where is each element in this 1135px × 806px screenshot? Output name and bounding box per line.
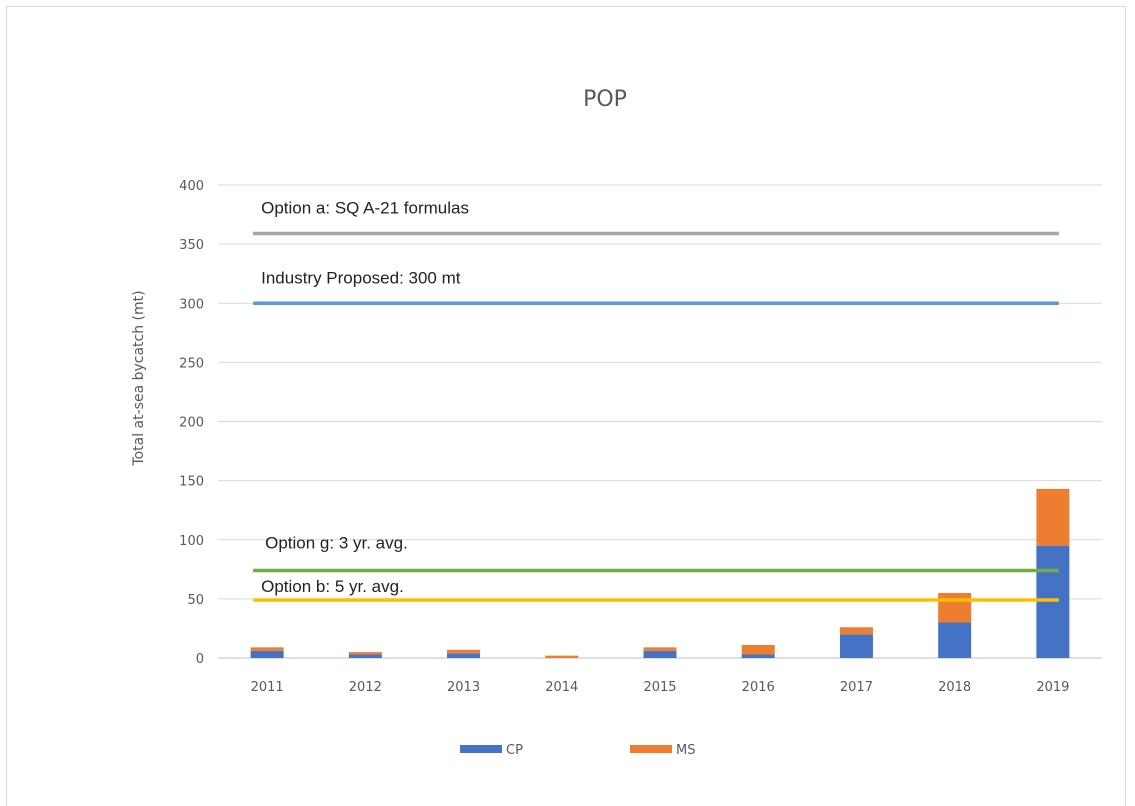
chart-frame [6,6,1126,806]
x-tick-label: 2019 [1036,680,1069,695]
x-tick-label: 2011 [251,680,284,695]
y-tick-label: 250 [179,356,204,371]
bars [250,488,1070,658]
legend-swatch-cp [460,745,502,753]
bar-cp-2019 [1036,545,1070,658]
y-tick-label: 400 [179,179,204,194]
y-axis-label: Total at-sea bycatch (mt) [131,290,147,466]
bar-cp-2016 [741,654,775,658]
reference-lines: Option a: SQ A-21 formulas Industry Propo… [253,198,1059,602]
y-tick-label: 150 [179,475,204,490]
y-tick-label: 300 [179,297,204,312]
bar-cp-2011 [250,650,284,658]
bar-ms-2014 [545,655,579,658]
x-tick-label: 2012 [349,680,382,695]
bar-cp-2012 [348,654,382,658]
bar-ms-2016 [741,644,775,655]
x-axis-ticks: 2011 2012 2013 2014 2015 2016 2017 2018 2019 [251,680,1070,695]
y-axis-ticks: 0 50 100 150 200 250 300 350 400 [179,179,204,667]
bar-ms-2013 [447,649,481,654]
legend-swatch-ms [630,745,672,753]
bar-cp-2017 [839,634,873,658]
x-tick-label: 2017 [840,680,873,695]
bar-ms-2019 [1036,488,1070,546]
y-tick-label: 100 [179,534,204,549]
bar-ms-2015 [643,647,677,651]
x-tick-label: 2014 [545,680,578,695]
bar-ms-2012 [348,652,382,655]
reference-line-label: Option b: 5 yr. avg. [261,577,404,596]
bar-ms-2017 [839,627,873,635]
legend-label-cp: CP [506,743,523,758]
legend: CP MS [460,743,695,758]
y-tick-label: 50 [187,593,204,608]
reference-line-label: Industry Proposed: 300 mt [261,268,461,287]
bar-ms-2011 [250,647,284,651]
legend-label-ms: MS [676,743,695,758]
reference-line-label: Option a: SQ A-21 formulas [261,198,469,217]
bar-cp-2015 [643,650,677,658]
y-tick-label: 200 [179,416,204,431]
x-tick-label: 2015 [643,680,676,695]
bar-cp-2013 [447,653,481,658]
y-tick-label: 350 [179,238,204,253]
bar-cp-2018 [938,622,972,658]
bar-ms-2018 [938,592,972,623]
x-tick-label: 2016 [742,680,775,695]
x-tick-label: 2013 [447,680,480,695]
reference-line-label: Option g: 3 yr. avg. [265,533,408,552]
y-tick-label: 0 [196,652,204,667]
x-tick-label: 2018 [938,680,971,695]
chart-title: POP [583,87,627,112]
